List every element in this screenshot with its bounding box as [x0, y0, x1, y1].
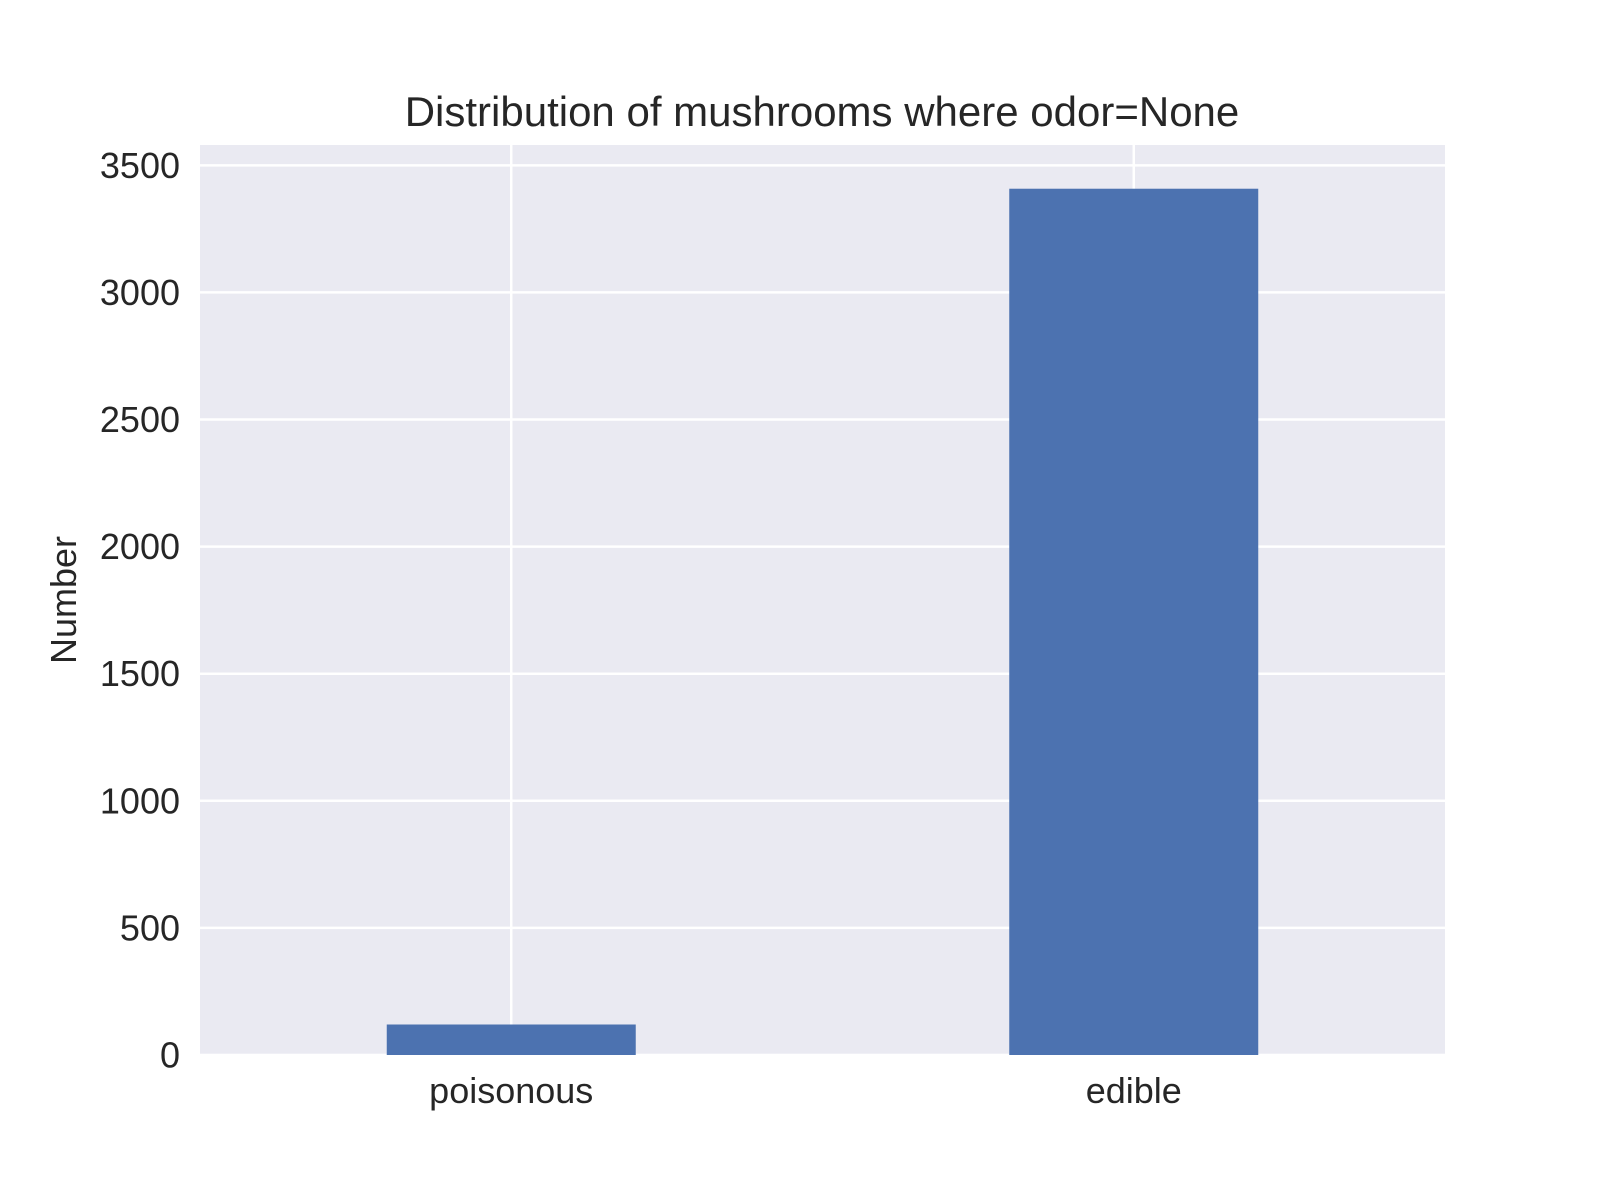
y-tick-label: 1500	[100, 653, 180, 694]
chart-title: Distribution of mushrooms where odor=Non…	[405, 88, 1240, 135]
y-tick-label: 2000	[100, 526, 180, 567]
y-tick-label: 2500	[100, 399, 180, 440]
bar-edible	[1009, 188, 1259, 1055]
y-tick-label: 500	[120, 907, 180, 948]
y-tick-label: 1000	[100, 780, 180, 821]
y-tick-label: 3000	[100, 272, 180, 313]
x-tick-label: edible	[1086, 1070, 1182, 1111]
y-axis-label: Number	[43, 536, 84, 664]
y-tick-label: 3500	[100, 145, 180, 186]
x-tick-label: poisonous	[429, 1070, 593, 1111]
x-tick-labels: poisonous edible	[429, 1070, 1182, 1111]
bar-poisonous	[386, 1024, 636, 1055]
bars	[386, 188, 1259, 1055]
y-tick-labels: 0 500 1000 1500 2000 2500 3000 3500	[100, 145, 180, 1076]
y-tick-label: 0	[160, 1035, 180, 1076]
